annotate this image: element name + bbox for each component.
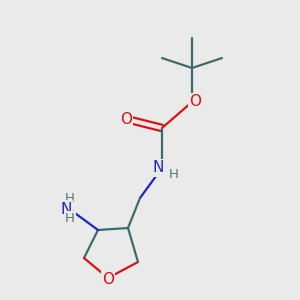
Text: O: O xyxy=(189,94,201,110)
Text: N: N xyxy=(60,202,72,217)
Text: N: N xyxy=(152,160,164,175)
Text: H: H xyxy=(65,212,75,226)
Text: O: O xyxy=(120,112,132,128)
Text: O: O xyxy=(102,272,114,286)
Text: H: H xyxy=(169,167,179,181)
Text: H: H xyxy=(65,193,75,206)
